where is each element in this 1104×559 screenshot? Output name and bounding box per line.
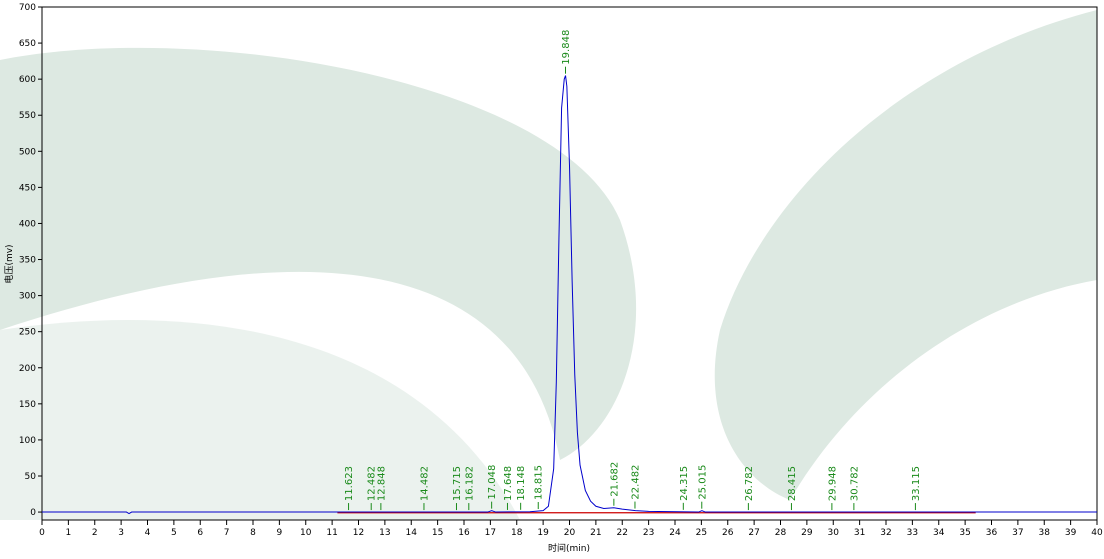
x-tick-label: 9 xyxy=(277,528,283,538)
x-tick-label: 34 xyxy=(933,528,945,538)
x-tick-label: 13 xyxy=(379,528,390,538)
x-tick-label: 14 xyxy=(406,528,418,538)
y-tick-label: 600 xyxy=(19,75,36,85)
x-tick-label: 5 xyxy=(171,528,177,538)
y-tick-label: 250 xyxy=(19,328,36,338)
x-tick-label: 26 xyxy=(722,528,734,538)
trace xyxy=(42,75,1097,515)
peak-label: 24.315 xyxy=(679,466,690,501)
x-tick-label: 29 xyxy=(801,528,813,538)
x-tick-label: 37 xyxy=(1012,528,1023,538)
x-tick-label: 16 xyxy=(458,528,470,538)
x-tick-label: 3 xyxy=(118,528,124,538)
y-tick-label: 350 xyxy=(19,256,36,266)
y-tick-label: 400 xyxy=(19,219,36,229)
peak-label: 14.482 xyxy=(419,466,430,501)
peak-label: 25.015 xyxy=(697,465,708,500)
watermark xyxy=(0,10,1097,520)
peak-label: 17.648 xyxy=(503,466,514,501)
x-tick-label: 32 xyxy=(880,528,891,538)
x-tick-label: 12 xyxy=(353,528,364,538)
x-tick-label: 10 xyxy=(300,528,312,538)
peak-label: 16.182 xyxy=(464,466,475,501)
peak-label: 18.148 xyxy=(516,466,527,501)
x-tick-label: 0 xyxy=(39,528,45,538)
x-tick-label: 22 xyxy=(617,528,628,538)
y-tick-label: 150 xyxy=(19,400,36,410)
x-tick-label: 15 xyxy=(432,528,443,538)
peak-label: 17.048 xyxy=(487,465,498,500)
x-tick-label: 28 xyxy=(775,528,787,538)
x-tick-label: 20 xyxy=(564,528,576,538)
x-tick-label: 11 xyxy=(326,528,337,538)
y-tick-label: 300 xyxy=(19,292,36,302)
peak-label: 19.848 xyxy=(561,30,572,65)
y-tick-label: 700 xyxy=(19,3,36,13)
y-tick-label: 500 xyxy=(19,147,36,157)
x-tick-label: 2 xyxy=(92,528,98,538)
peak-label: 26.782 xyxy=(744,466,755,501)
peak-label: 29.948 xyxy=(827,466,838,501)
x-tick-label: 40 xyxy=(1091,528,1103,538)
x-tick-label: 21 xyxy=(590,528,601,538)
peak-label: 22.482 xyxy=(630,465,641,500)
peak-label: 33.115 xyxy=(911,466,922,501)
x-tick-label: 4 xyxy=(145,528,151,538)
peak-label: 12.848 xyxy=(376,466,387,501)
x-tick-label: 36 xyxy=(986,528,998,538)
y-tick-label: 200 xyxy=(19,364,36,374)
x-tick-label: 31 xyxy=(854,528,865,538)
x-tick-label: 19 xyxy=(537,528,549,538)
peak-label: 28.415 xyxy=(787,466,798,501)
y-tick-label: 550 xyxy=(19,111,36,121)
x-tick-label: 38 xyxy=(1039,528,1051,538)
x-tick-label: 1 xyxy=(66,528,72,538)
x-tick-label: 17 xyxy=(485,528,496,538)
x-tick-label: 39 xyxy=(1065,528,1077,538)
peak-label: 15.715 xyxy=(452,466,463,501)
y-tick-label: 650 xyxy=(19,39,36,49)
peak-label: 18.815 xyxy=(534,465,545,500)
x-tick-label: 35 xyxy=(959,528,970,538)
x-axis-label: 时间(min) xyxy=(548,542,590,554)
y-tick-label: 100 xyxy=(19,436,36,446)
peak-label: 12.482 xyxy=(367,466,378,501)
x-tick-label: 23 xyxy=(643,528,654,538)
x-tick-label: 8 xyxy=(250,528,256,538)
x-tick-label: 18 xyxy=(511,528,523,538)
x-tick-label: 27 xyxy=(748,528,759,538)
peak-label: 21.682 xyxy=(609,462,620,497)
x-tick-label: 33 xyxy=(907,528,918,538)
y-tick-label: 0 xyxy=(30,508,36,518)
x-tick-label: 6 xyxy=(197,528,203,538)
x-tick-label: 24 xyxy=(669,528,681,538)
y-tick-label: 50 xyxy=(25,472,37,482)
peak-label: 11.623 xyxy=(344,466,355,501)
peak-label: 30.782 xyxy=(849,466,860,501)
y-axis-label: 电压(mv) xyxy=(3,244,15,283)
x-tick-label: 30 xyxy=(828,528,840,538)
x-tick-label: 7 xyxy=(224,528,230,538)
y-tick-label: 450 xyxy=(19,183,36,193)
x-tick-label: 25 xyxy=(696,528,707,538)
